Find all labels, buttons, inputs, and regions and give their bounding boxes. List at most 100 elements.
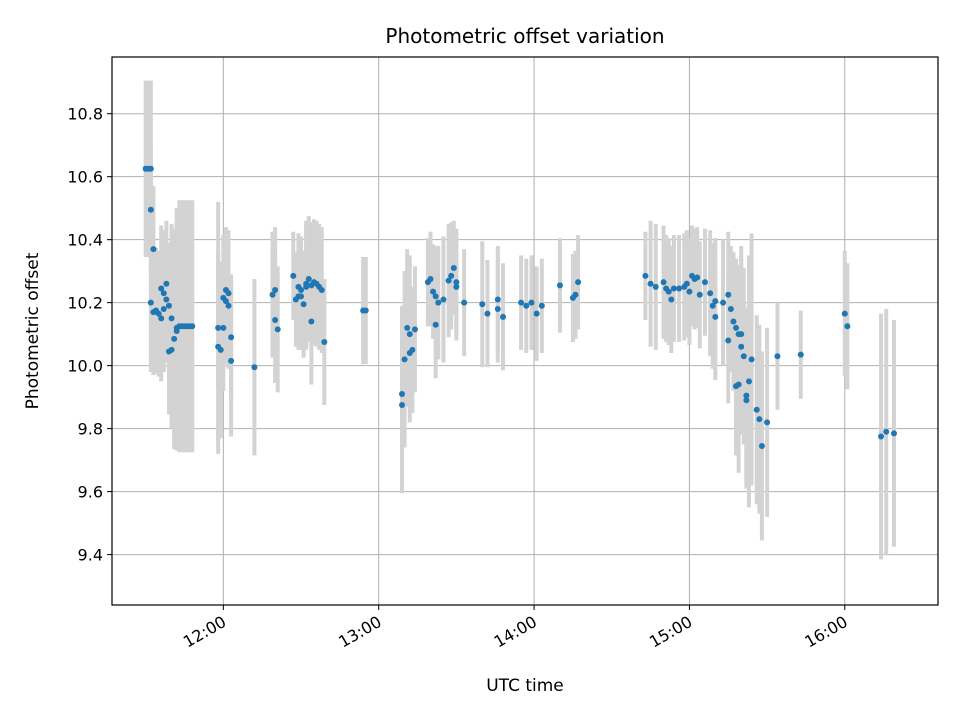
y-tick-label: 9.6: [78, 483, 103, 502]
data-point: [450, 265, 457, 272]
data-point: [720, 299, 727, 306]
data-point: [440, 296, 447, 303]
data-point: [189, 323, 196, 330]
data-point: [168, 315, 175, 322]
y-tick-label: 9.4: [78, 546, 103, 565]
data-point: [712, 298, 719, 305]
data-point: [406, 331, 413, 338]
data-point: [748, 356, 755, 363]
data-point: [290, 272, 297, 279]
data-point: [733, 324, 740, 331]
y-tick-label: 10.6: [67, 168, 103, 187]
point-layer: [142, 165, 897, 449]
data-point: [642, 272, 649, 279]
data-point: [647, 280, 654, 287]
data-point: [228, 334, 235, 341]
data-point: [399, 402, 406, 409]
data-point: [797, 351, 804, 358]
data-point: [321, 339, 328, 346]
data-point: [727, 305, 734, 312]
data-point: [427, 276, 434, 283]
data-point: [738, 343, 745, 350]
data-point: [155, 310, 162, 317]
data-point: [158, 315, 165, 322]
data-point: [730, 318, 737, 325]
data-point: [147, 299, 154, 306]
data-point: [844, 323, 851, 330]
data-point: [435, 299, 442, 306]
data-point: [694, 274, 701, 281]
data-point: [445, 277, 452, 284]
data-point: [147, 206, 154, 213]
data-point: [308, 318, 315, 325]
data-point: [300, 301, 307, 308]
data-point: [251, 364, 258, 371]
data-point: [430, 288, 437, 295]
data-point: [686, 288, 693, 295]
data-point: [225, 302, 232, 309]
data-point: [883, 428, 890, 435]
data-point: [171, 335, 178, 342]
data-point: [494, 296, 501, 303]
y-tick-label: 10.0: [67, 357, 103, 376]
data-point: [298, 293, 305, 300]
y-tick-label: 10.2: [67, 294, 103, 313]
data-point: [303, 283, 310, 290]
data-point: [479, 301, 486, 308]
data-point: [668, 296, 675, 303]
data-point: [165, 302, 172, 309]
data-point: [225, 290, 232, 297]
data-point: [411, 326, 418, 333]
data-point: [735, 381, 742, 388]
data-point: [163, 296, 170, 303]
data-point: [401, 356, 408, 363]
data-point: [743, 392, 750, 399]
data-point: [740, 353, 747, 360]
data-point: [274, 326, 281, 333]
data-point: [215, 324, 222, 331]
data-point: [841, 310, 848, 317]
data-point: [696, 291, 703, 298]
data-point: [528, 299, 535, 306]
data-point: [404, 324, 411, 331]
data-point: [298, 287, 305, 294]
data-point: [670, 285, 677, 292]
data-point: [572, 291, 579, 298]
data-point: [272, 287, 279, 294]
data-point: [774, 353, 781, 360]
data-point: [652, 283, 659, 290]
data-point: [220, 324, 227, 331]
data-point: [709, 302, 716, 309]
data-point: [399, 390, 406, 397]
data-point: [432, 293, 439, 300]
data-point: [158, 285, 165, 292]
data-point: [665, 288, 672, 295]
data-point: [318, 287, 325, 294]
data-point: [494, 305, 501, 312]
data-point: [518, 299, 525, 306]
data-point: [217, 346, 224, 353]
data-point: [890, 430, 897, 437]
data-point: [676, 285, 683, 292]
data-point: [160, 305, 167, 312]
x-axis-title: UTC time: [486, 676, 564, 696]
data-point: [743, 397, 750, 404]
data-point: [160, 290, 167, 297]
data-point: [683, 280, 690, 287]
data-point: [362, 307, 369, 314]
y-tick-label: 10.8: [67, 105, 103, 124]
data-point: [758, 442, 765, 449]
y-axis-title: Photometric offset: [23, 252, 43, 409]
grid-layer: [112, 57, 938, 605]
data-point: [712, 313, 719, 320]
data-point: [499, 313, 506, 320]
data-point: [448, 272, 455, 279]
data-point: [168, 346, 175, 353]
data-point: [461, 299, 468, 306]
data-point: [707, 290, 714, 297]
data-point: [725, 291, 732, 298]
data-point: [453, 283, 460, 290]
data-point: [738, 331, 745, 338]
data-point: [575, 279, 582, 286]
